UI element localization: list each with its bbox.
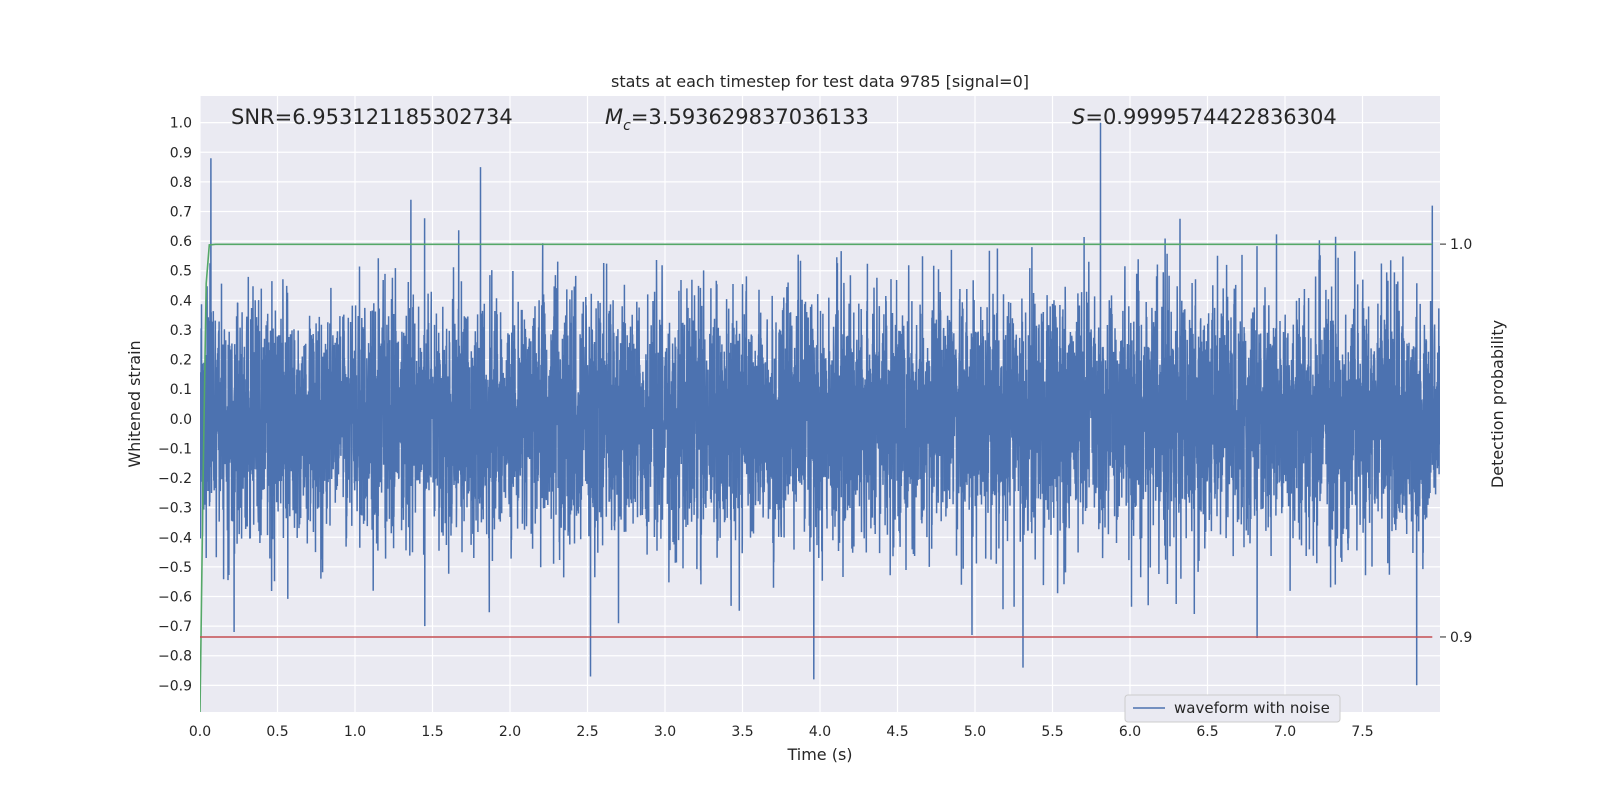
annotation-mc-symbol: M (605, 105, 623, 129)
y-axis-label: Whitened strain (125, 340, 144, 467)
y-tick-label: 1.0 (170, 116, 192, 132)
y-tick-label: −0.3 (158, 501, 192, 517)
y-axis-ticks: 1.0 0.9 0.8 0.7 0.6 0.5 0.4 0.3 0.2 0.1 0.0 −0.1 −0.… (158, 116, 192, 695)
legend-label-waveform: waveform with noise (1174, 699, 1330, 717)
y-tick-label: 0.4 (170, 293, 192, 309)
x-tick-label: 5.0 (964, 724, 986, 740)
y-tick-label: 0.1 (170, 382, 192, 398)
y-tick-label: −0.7 (158, 619, 192, 635)
annotation-chirp-mass: Mc=3.593629837036133 (605, 105, 869, 134)
plot-series (200, 122, 1440, 712)
y-tick-label: −0.6 (158, 590, 192, 606)
x-tick-label: 3.0 (654, 724, 676, 740)
y-right-axis-label: Detection probability (1488, 320, 1507, 488)
y-tick-label: 0.5 (170, 264, 192, 280)
x-tick-label: 1.0 (344, 724, 366, 740)
x-tick-label: 5.5 (1041, 724, 1063, 740)
x-tick-label: 0.0 (189, 724, 211, 740)
x-tick-label: 3.5 (731, 724, 753, 740)
chart-title: stats at each timestep for test data 978… (611, 72, 1029, 91)
x-axis-label: Time (s) (786, 745, 852, 764)
annotation-snr: SNR=6.953121185302734 (231, 105, 513, 129)
y-tick-label: −0.8 (158, 649, 192, 665)
x-tick-label: 1.5 (421, 724, 443, 740)
annotation-mc-subscript: c (623, 118, 631, 134)
y-tick-label: 0.0 (170, 412, 192, 428)
y-right-tick-label: 0.9 (1450, 630, 1472, 646)
annotation-mc-value: =3.593629837036133 (631, 105, 869, 129)
y-tick-label: −0.5 (158, 560, 192, 576)
x-tick-label: 7.0 (1274, 724, 1296, 740)
x-tick-label: 0.5 (266, 724, 288, 740)
x-tick-label: 4.5 (886, 724, 908, 740)
x-tick-label: 2.5 (576, 724, 598, 740)
y-tick-label: 0.9 (170, 145, 192, 161)
y-tick-label: −0.2 (158, 471, 192, 487)
y-right-axis-ticks: 1.0 0.9 (1440, 237, 1472, 646)
annotation-s-value: =0.9999574422836304 (1085, 105, 1336, 129)
x-tick-label: 4.0 (809, 724, 831, 740)
y-tick-label: 0.2 (170, 353, 192, 369)
y-tick-label: 0.3 (170, 323, 192, 339)
annotation-detection-stat: S=0.9999574422836304 (1072, 105, 1337, 129)
x-axis-ticks: 0.0 0.5 1.0 1.5 2.0 2.5 3.0 3.5 4.0 4.5 5.0 5.5 6.0 6… (189, 724, 1374, 740)
series-waveform-with-noise (200, 122, 1440, 686)
y-tick-label: 0.6 (170, 234, 192, 250)
y-right-tick-label: 1.0 (1450, 237, 1472, 253)
legend: waveform with noise (1124, 694, 1341, 723)
y-tick-label: 0.8 (170, 175, 192, 191)
legend-box (1124, 694, 1341, 723)
y-tick-label: −0.9 (158, 678, 192, 694)
y-tick-label: 0.7 (170, 205, 192, 221)
y-tick-label: −0.4 (158, 530, 192, 546)
x-tick-label: 6.0 (1119, 724, 1141, 740)
x-tick-label: 2.0 (499, 724, 521, 740)
y-tick-label: −0.1 (158, 441, 192, 457)
x-tick-label: 7.5 (1351, 724, 1373, 740)
x-tick-label: 6.5 (1196, 724, 1218, 740)
annotation-s-symbol: S (1072, 105, 1085, 129)
series-detection-probability (200, 243, 1433, 712)
